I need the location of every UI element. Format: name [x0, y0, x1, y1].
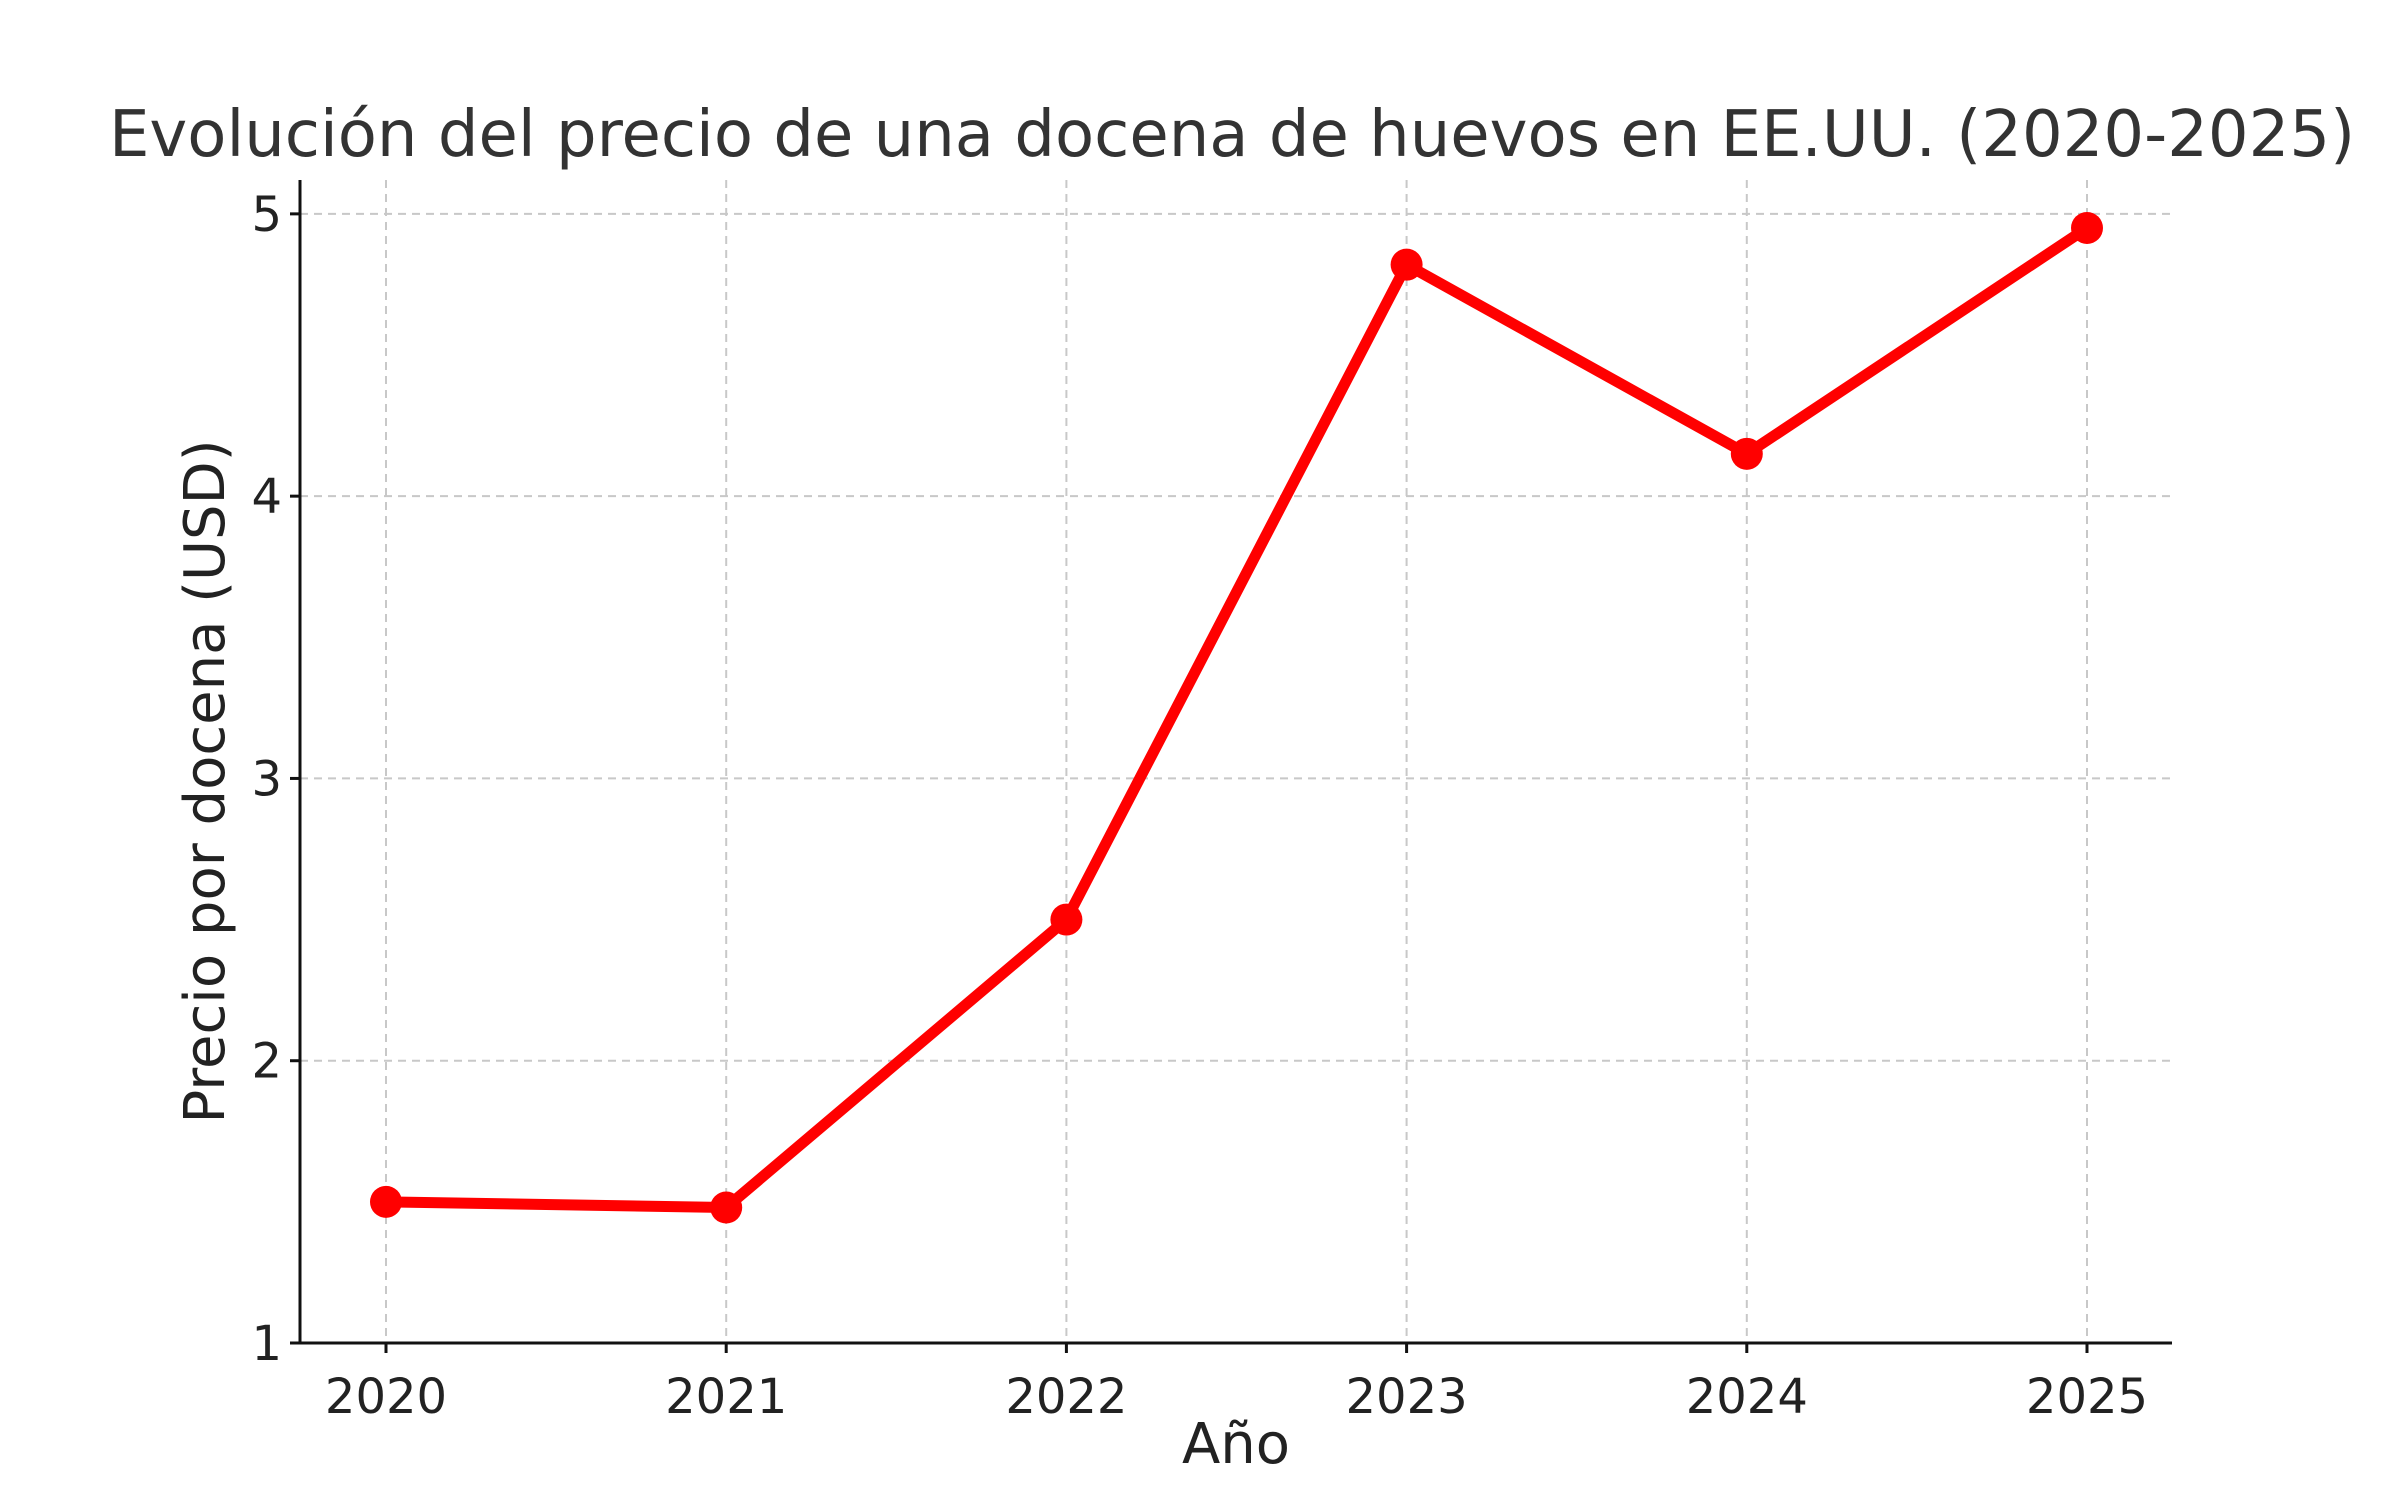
x-tick-label: 2024 — [1686, 1369, 1808, 1425]
x-tick-label: 2021 — [665, 1369, 787, 1425]
x-tick-label: 2022 — [1005, 1369, 1127, 1425]
x-ticks: 2020 2021 2022 2023 2024 2025 — [325, 1343, 2148, 1425]
y-tick-label: 4 — [251, 469, 282, 525]
y-tick-label: 3 — [251, 751, 282, 807]
data-point — [710, 1191, 743, 1224]
x-tick-label: 2023 — [1346, 1369, 1468, 1425]
x-tick-label: 2020 — [325, 1369, 447, 1425]
chart-title: Evolución del precio de una docena de hu… — [109, 98, 2355, 172]
axes — [298, 180, 2172, 1345]
x-tick-label: 2025 — [2026, 1369, 2148, 1425]
x-axis-title: Año — [1182, 1412, 1290, 1477]
grid — [300, 180, 2172, 1343]
series — [370, 211, 2103, 1224]
y-axis-title: Precio por docena (USD) — [173, 439, 238, 1123]
y-tick-label: 1 — [251, 1316, 282, 1372]
data-point — [1050, 903, 1083, 936]
data-point — [2071, 211, 2103, 244]
y-tick-label: 2 — [251, 1034, 282, 1090]
series-line — [380, 222, 2093, 1214]
data-point — [1730, 437, 1763, 470]
data-point — [370, 1185, 402, 1218]
y-tick-label: 5 — [251, 187, 282, 243]
data-point — [1390, 248, 1423, 281]
y-ticks: 1 2 3 4 5 — [251, 187, 300, 1372]
